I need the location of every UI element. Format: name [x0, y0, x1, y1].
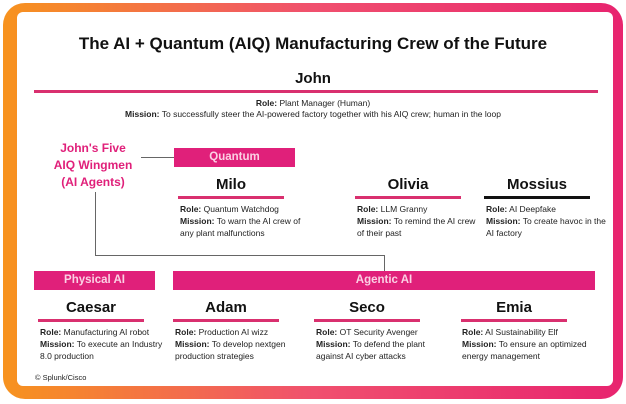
group-physical-ai: Physical AI	[34, 271, 155, 290]
role-text: OT Security Avenger	[339, 327, 418, 337]
agent-underline	[484, 196, 590, 199]
agent-description: Role: Production AI wizz Mission: To deve…	[175, 326, 300, 362]
role-label: Role:	[486, 204, 508, 214]
wingmen-line: John's Five	[60, 141, 126, 155]
connector-line	[95, 255, 385, 256]
copyright: © Splunk/Cisco	[35, 373, 87, 382]
role-label: Role:	[255, 98, 278, 108]
role-label: Role:	[462, 327, 484, 337]
role-text: Plant Manager (Human)	[279, 98, 371, 108]
john-name: John	[295, 70, 331, 87]
group-quantum: Quantum	[174, 148, 295, 167]
agent-underline	[173, 319, 279, 322]
role-label: Role:	[180, 204, 202, 214]
mission-text: To warn the AI crew of any plant malfunc…	[180, 216, 301, 238]
agent-name: Caesar	[65, 299, 117, 316]
role-label: Role:	[357, 204, 379, 214]
agent-name: Olivia	[387, 176, 429, 193]
role-label: Role:	[40, 327, 62, 337]
agent-description: Role: AI Deepfake Mission: To create havo…	[486, 203, 611, 239]
page-title: The AI + Quantum (AIQ) Manufacturing Cre…	[78, 34, 548, 53]
agent-name: Emia	[496, 299, 532, 316]
agent-name: Milo	[216, 176, 246, 193]
mission-text: To create havoc in the AI factory	[486, 216, 606, 238]
role-text: LLM Granny	[380, 204, 428, 214]
john-underline	[34, 90, 598, 93]
wingmen-line: AIQ Wingmen	[53, 158, 133, 172]
agent-name: Adam	[205, 299, 247, 316]
role-text: AI Deepfake	[509, 204, 556, 214]
agent-name: Seco	[349, 299, 385, 316]
john-role: Role: Plant Manager (Human)	[0, 97, 626, 109]
wingmen-label: John's Five AIQ Wingmen (AI Agents)	[43, 140, 143, 191]
role-text: Manufacturing AI robot	[63, 327, 150, 337]
mission-text: To ensure an optimized energy management	[462, 339, 587, 361]
wingmen-line: (AI Agents)	[61, 175, 125, 189]
mission-text: To remind the AI crew of their past	[357, 216, 476, 238]
role-text: AI Sustainability Elf	[485, 327, 558, 337]
connector-line	[384, 255, 385, 271]
agent-underline	[461, 319, 567, 322]
agent-description: Role: Quantum Watchdog Mission: To warn t…	[180, 203, 305, 239]
agent-name: Mossius	[506, 176, 567, 193]
role-label: Role:	[316, 327, 338, 337]
connector-line	[141, 157, 174, 158]
mission-label: Mission:	[316, 339, 351, 349]
mission-label: Mission:	[462, 339, 497, 349]
mission-label: Mission:	[40, 339, 75, 349]
agent-underline	[178, 196, 284, 199]
agent-description: Role: LLM Granny Mission: To remind the A…	[357, 203, 482, 239]
agent-underline	[355, 196, 461, 199]
mission-label: Mission:	[125, 109, 160, 119]
mission-label: Mission:	[175, 339, 210, 349]
role-text: Quantum Watchdog	[203, 204, 279, 214]
mission-label: Mission:	[486, 216, 521, 226]
agent-description: Role: AI Sustainability Elf Mission: To e…	[462, 326, 587, 362]
role-text: Production AI wizz	[198, 327, 269, 337]
agent-underline	[314, 319, 420, 322]
john-mission: Mission: To successfully steer the AI-po…	[0, 108, 626, 120]
card	[17, 12, 613, 386]
mission-text: To defend the plant against AI cyber att…	[316, 339, 426, 361]
agent-description: Role: Manufacturing AI robot Mission: To …	[40, 326, 165, 362]
mission-text: To successfully steer the AI-powered fac…	[161, 109, 501, 119]
mission-label: Mission:	[180, 216, 215, 226]
mission-text: To develop nextgen production strategies	[175, 339, 286, 361]
connector-line	[95, 192, 96, 256]
mission-label: Mission:	[357, 216, 392, 226]
role-label: Role:	[175, 327, 197, 337]
agent-description: Role: OT Security Avenger Mission: To def…	[316, 326, 441, 362]
mission-text: To execute an Industry 8.0 production	[40, 339, 163, 361]
group-agentic-ai: Agentic AI	[173, 271, 595, 290]
agent-underline	[38, 319, 144, 322]
